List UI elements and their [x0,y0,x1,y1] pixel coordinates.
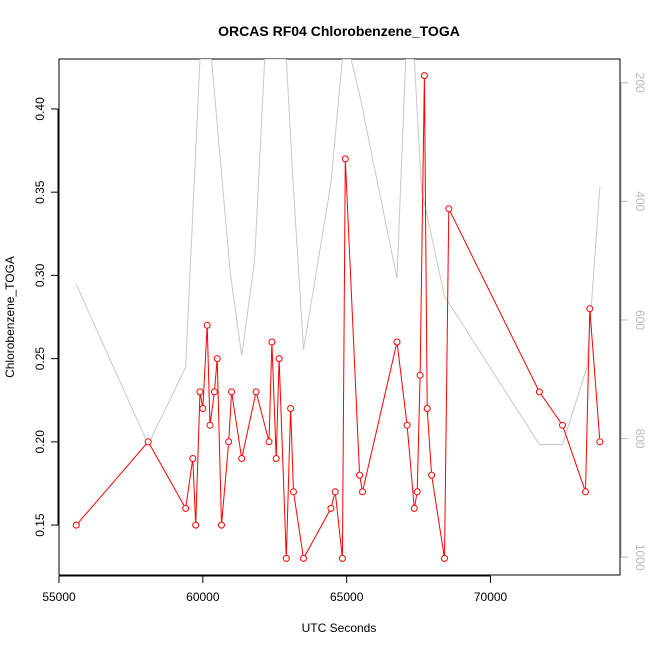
x-axis-label: UTC Seconds [302,621,377,635]
y-axis-left: 0.15 0.20 0.25 0.30 0.35 0.40 [33,97,59,537]
data-point [535,388,543,396]
data-point [282,554,290,562]
data-point [338,554,346,562]
data-point [203,321,211,329]
chart-title: ORCAS RF04 Chlorobenzene_TOGA [218,23,460,39]
data-point [238,455,246,462]
data-point [356,471,364,479]
data-point [192,521,200,529]
plot-area-frame [58,58,621,576]
x-tick-label: 65000 [330,590,364,604]
x-tick-label: 60000 [186,590,220,604]
data-point [228,388,236,396]
y2-tick-label: 400 [633,191,647,211]
data-point [300,554,307,562]
data-point [72,521,80,529]
data-point [410,504,418,512]
data-point [265,438,273,446]
data-point [275,355,283,363]
y-tick-label: 0.25 [33,347,47,371]
series-right-line [75,59,601,446]
data-point [287,405,295,412]
y2-tick-label: 200 [633,73,647,93]
data-point [359,488,366,496]
data-point [413,488,421,496]
x-tick-label: 55000 [42,590,76,604]
data-point [586,305,594,313]
x-tick-label: 70000 [474,590,508,604]
data-point [272,455,280,462]
y2-tick-label: 800 [633,429,647,449]
data-point [596,438,604,446]
data-point [331,488,339,496]
data-point [290,488,297,496]
data-point [423,405,431,412]
data-point [403,421,411,429]
data-point [582,488,589,496]
data-point [327,504,335,512]
y-tick-label: 0.20 [33,430,47,454]
data-point [341,155,349,163]
data-point [206,421,214,429]
data-point [445,205,453,213]
data-point [210,388,218,396]
data-point [189,455,197,462]
series-left-line [75,75,601,560]
data-point [199,405,207,412]
y-tick-label: 0.15 [33,513,47,537]
data-point [252,388,260,396]
series-right-polyline [75,59,601,446]
y-tick-label: 0.35 [33,180,47,204]
data-point [182,504,190,512]
data-point [218,521,225,529]
data-point [559,421,566,429]
x-axis: 55000 60000 65000 70000 [42,575,508,604]
data-point [416,371,424,379]
data-point [420,72,428,80]
data-point [144,438,152,446]
data-point [393,338,401,346]
y2-tick-label: 1000 [633,544,647,571]
data-point [441,554,448,562]
data-point [196,388,204,396]
y-axis-right: 200 400 600 800 1000 [620,73,647,571]
y2-tick-label: 600 [633,310,647,330]
data-point [213,355,221,363]
data-point [428,471,436,479]
y-axis-label: Chlorobenzene_TOGA [3,256,17,378]
y-tick-label: 0.40 [33,97,47,121]
data-point [225,438,233,446]
data-point [268,338,276,346]
series-left-polyline [75,75,601,560]
series-left-points [72,72,604,562]
y-tick-label: 0.30 [33,263,47,287]
